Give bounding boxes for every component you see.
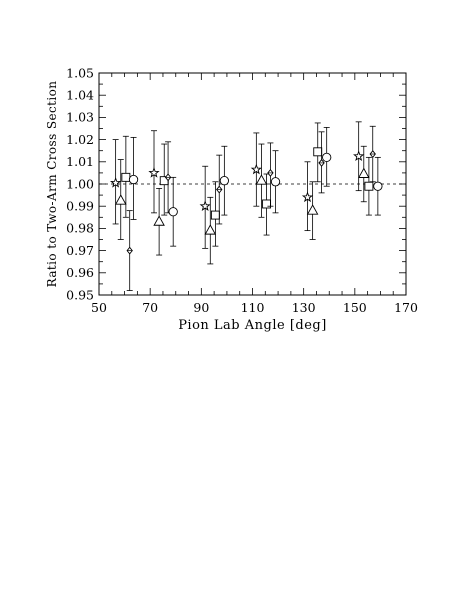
data-point [128, 136, 139, 220]
y-tick-label: 0.97 [66, 243, 94, 258]
data-marks [110, 121, 383, 291]
y-axis-ticks: 0.95 0.96 0.97 0.98 0.99 1.00 1.01 1.02 1.03 1.04… [66, 65, 406, 302]
data-point [159, 143, 169, 216]
triangle-marker [306, 204, 319, 215]
data-point [322, 126, 332, 187]
triangle-marker [153, 215, 165, 226]
data-point [219, 145, 230, 216]
x-tick-label: 110 [241, 300, 265, 315]
data-point [267, 142, 274, 207]
x-tick-label: 150 [343, 300, 367, 315]
x-tick-label: 130 [292, 300, 316, 315]
triangle-marker [255, 174, 268, 185]
data-point [306, 181, 319, 240]
y-tick-label: 1.05 [66, 65, 94, 80]
data-point [216, 154, 223, 225]
data-point [301, 161, 314, 232]
data-point [353, 121, 365, 192]
square-marker [364, 181, 374, 191]
circle-marker [168, 207, 178, 217]
circle-marker [270, 177, 281, 187]
triangle-marker [114, 194, 127, 205]
circle-marker [219, 176, 230, 186]
data-point [110, 139, 122, 225]
data-point [153, 188, 165, 256]
data-point [164, 141, 172, 214]
x-tick-label: 90 [193, 300, 209, 315]
x-tick-label: 50 [91, 300, 107, 315]
data-point [270, 150, 281, 214]
star-marker [199, 200, 211, 211]
y-tick-label: 0.99 [66, 199, 94, 214]
y-tick-label: 1.04 [66, 88, 94, 103]
data-point [373, 156, 383, 216]
data-point [364, 156, 374, 216]
circle-marker [128, 174, 139, 185]
y-tick-label: 0.95 [66, 287, 94, 302]
y-tick-label: 1.02 [66, 132, 94, 147]
star-marker [250, 163, 262, 175]
x-axis-ticks: 50 70 90 110 130 150 170 [91, 73, 418, 315]
y-tick-label: 1.00 [66, 176, 94, 191]
x-tick-label: 170 [394, 300, 418, 315]
y-tick-label: 0.98 [66, 221, 94, 236]
star-marker [148, 166, 160, 178]
data-point [126, 210, 133, 291]
y-tick-label: 1.03 [66, 110, 94, 125]
x-tick-label: 70 [142, 300, 158, 315]
circle-marker [373, 181, 383, 191]
square-marker [262, 199, 272, 209]
square-series [121, 122, 374, 247]
circle-series [128, 126, 383, 247]
square-marker [313, 147, 323, 157]
data-point [114, 159, 127, 240]
star-marker [301, 191, 314, 203]
y-tick-label: 0.96 [66, 265, 94, 280]
circle-marker [322, 152, 332, 163]
triangle-marker [204, 224, 217, 235]
square-marker [210, 210, 220, 220]
y-tick-label: 1.01 [66, 154, 94, 169]
data-point [318, 131, 325, 194]
data-point [255, 143, 268, 218]
data-point [204, 196, 217, 265]
square-marker [121, 172, 131, 182]
data-point [250, 132, 262, 207]
star-marker [110, 176, 122, 188]
y-axis-label: Ratio to Two-Arm Cross Section [45, 81, 59, 288]
data-point [121, 135, 131, 218]
data-point [148, 130, 160, 214]
triangle-marker [358, 167, 370, 178]
data-point [358, 145, 370, 203]
plot-area: 50 70 90 110 130 150 170 0.95 0.96 0.97 0.98 0.99 1… [66, 65, 418, 315]
diamond-series [126, 125, 376, 291]
star-series [110, 121, 365, 249]
data-point [369, 125, 376, 183]
triangle-series [114, 143, 370, 265]
data-point [199, 165, 211, 249]
star-marker [353, 150, 365, 162]
data-point [168, 176, 178, 247]
x-axis-label: Pion Lab Angle [deg] [178, 318, 327, 333]
